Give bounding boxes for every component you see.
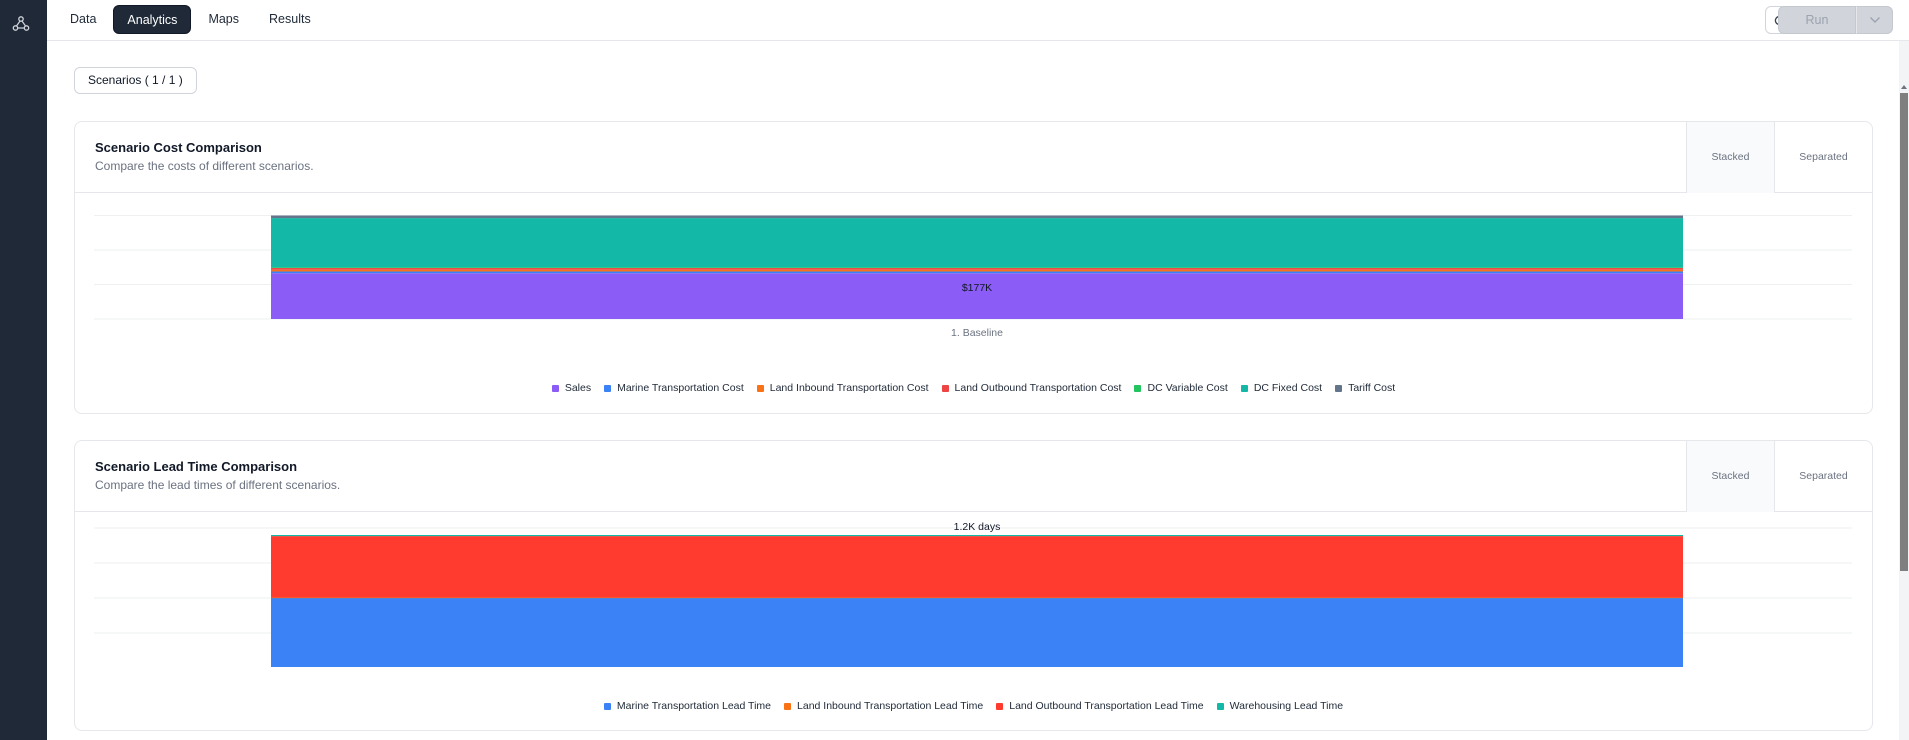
view-toggle: Stacked Separated — [1686, 441, 1872, 512]
bar-segment-land-inbound-transportation-lead-time[interactable] — [271, 597, 1683, 599]
legend-swatch — [604, 384, 612, 392]
stacked-view-button[interactable]: Stacked — [1686, 441, 1774, 512]
legend-swatch — [1335, 384, 1343, 392]
network-logo-icon[interactable] — [11, 14, 31, 34]
card-title: Scenario Lead Time Comparison — [95, 459, 298, 474]
bar-segment-tariff-cost[interactable] — [271, 215, 1683, 219]
tab-results[interactable]: Results — [269, 12, 311, 26]
legend-label: Land Inbound Transportation Cost — [769, 382, 929, 394]
scroll-up-arrow-icon[interactable] — [1901, 85, 1907, 89]
total-data-label: $177K — [962, 282, 992, 294]
legend-swatch — [551, 384, 559, 392]
bar-segment-marine-transportation-lead-time[interactable] — [271, 597, 1683, 667]
cost-comparison-card: Scenario Cost Comparison Compare the cos… — [74, 121, 1873, 414]
cost-chart: $177K 1. Baseline — [94, 215, 1852, 339]
legend-label: DC Fixed Cost — [1253, 382, 1323, 394]
legend-item-land-inbound-transportation-lead-time[interactable]: Land Inbound Transportation Lead Time — [784, 700, 983, 712]
legend-item-land-outbound-transportation-lead-time[interactable]: Land Outbound Transportation Lead Time — [996, 700, 1204, 712]
legend-item-marine-transportation-lead-time[interactable]: Marine Transportation Lead Time — [603, 700, 772, 712]
bar-segment-warehousing-lead-time[interactable] — [271, 535, 1683, 537]
x-tick-label: 1. Baseline — [951, 327, 1003, 339]
bar-segment-marine-transportation-cost[interactable] — [271, 271, 1683, 274]
bar-segment-dc-fixed-cost[interactable] — [271, 218, 1683, 268]
bar-segment-land-inbound-transportation-cost[interactable] — [271, 269, 1683, 272]
bar-segment-land-outbound-transportation-lead-time[interactable] — [271, 536, 1683, 598]
legend-item-land-outbound-transportation-cost[interactable]: Land Outbound Transportation Cost — [941, 382, 1122, 394]
lead-time-legend: Marine Transportation Lead Time Land Inbo… — [75, 700, 1872, 712]
total-data-label: 1.2K days — [954, 521, 1001, 533]
card-header: Scenario Lead Time Comparison Compare th… — [75, 441, 1872, 512]
legend-label: Land Outbound Transportation Cost — [954, 382, 1122, 394]
scenarios-button[interactable]: Scenarios ( 1 / 1 ) — [74, 67, 197, 94]
separated-view-button[interactable]: Separated — [1774, 441, 1872, 512]
run-button-group: Run — [1778, 6, 1893, 34]
legend-label: Sales — [564, 382, 592, 394]
legend-item-warehousing-lead-time[interactable]: Warehousing Lead Time — [1216, 700, 1344, 712]
lead-time-chart: 1.2K days1. Baseline — [94, 521, 1852, 667]
tab-analytics[interactable]: Analytics — [113, 5, 192, 34]
legend-swatch — [941, 384, 949, 392]
scroll-thumb[interactable] — [1900, 93, 1908, 571]
left-rail — [0, 0, 47, 740]
legend-swatch — [1134, 384, 1142, 392]
separated-view-button[interactable]: Separated — [1774, 122, 1872, 193]
legend-item-tariff-cost[interactable]: Tariff Cost — [1335, 382, 1395, 394]
legend-item-land-inbound-transportation-cost[interactable]: Land Inbound Transportation Cost — [756, 382, 929, 394]
bar-segment-land-outbound-transportation-cost[interactable] — [271, 268, 1683, 270]
legend-label: Tariff Cost — [1348, 382, 1396, 394]
card-subtitle: Compare the costs of different scenarios… — [95, 159, 314, 173]
main-tabs: Data Analytics Maps Results — [57, 5, 324, 34]
legend-swatch — [784, 702, 792, 710]
page-scrollbar[interactable] — [1899, 41, 1909, 740]
stacked-view-button[interactable]: Stacked — [1686, 122, 1774, 193]
legend-label: Land Outbound Transportation Lead Time — [1009, 700, 1204, 712]
card-title: Scenario Cost Comparison — [95, 140, 262, 155]
lead-time-comparison-card: Scenario Lead Time Comparison Compare th… — [74, 440, 1873, 731]
legend-swatch — [603, 702, 611, 710]
tab-data[interactable]: Data — [70, 12, 97, 26]
legend-swatch — [1240, 384, 1248, 392]
tab-maps[interactable]: Maps — [208, 12, 240, 26]
legend-item-dc-variable-cost[interactable]: DC Variable Cost — [1134, 382, 1228, 394]
chevron-down-icon — [1869, 17, 1880, 23]
cost-legend: Sales Marine Transportation Cost Land Inbo… — [75, 382, 1872, 394]
legend-item-marine-transportation-cost[interactable]: Marine Transportation Cost — [604, 382, 744, 394]
legend-item-dc-fixed-cost[interactable]: DC Fixed Cost — [1240, 382, 1323, 394]
card-header: Scenario Cost Comparison Compare the cos… — [75, 122, 1872, 193]
top-bar: Data Analytics Maps Results Run — [47, 0, 1909, 41]
legend-label: Marine Transportation Cost — [617, 382, 744, 394]
legend-item-sales[interactable]: Sales — [551, 382, 592, 394]
bar-segment-dc-variable-cost[interactable] — [271, 267, 1683, 269]
legend-swatch — [1216, 702, 1224, 710]
legend-label: Marine Transportation Lead Time — [616, 700, 772, 712]
legend-swatch — [756, 384, 764, 392]
legend-swatch — [996, 702, 1004, 710]
run-options-button[interactable] — [1856, 6, 1893, 34]
bar-segment-sales[interactable] — [271, 273, 1683, 319]
legend-label: Warehousing Lead Time — [1229, 700, 1344, 712]
card-subtitle: Compare the lead times of different scen… — [95, 478, 341, 492]
legend-label: DC Variable Cost — [1147, 382, 1228, 394]
view-toggle: Stacked Separated — [1686, 122, 1872, 193]
run-button[interactable]: Run — [1778, 6, 1856, 34]
legend-label: Land Inbound Transportation Lead Time — [797, 700, 984, 712]
